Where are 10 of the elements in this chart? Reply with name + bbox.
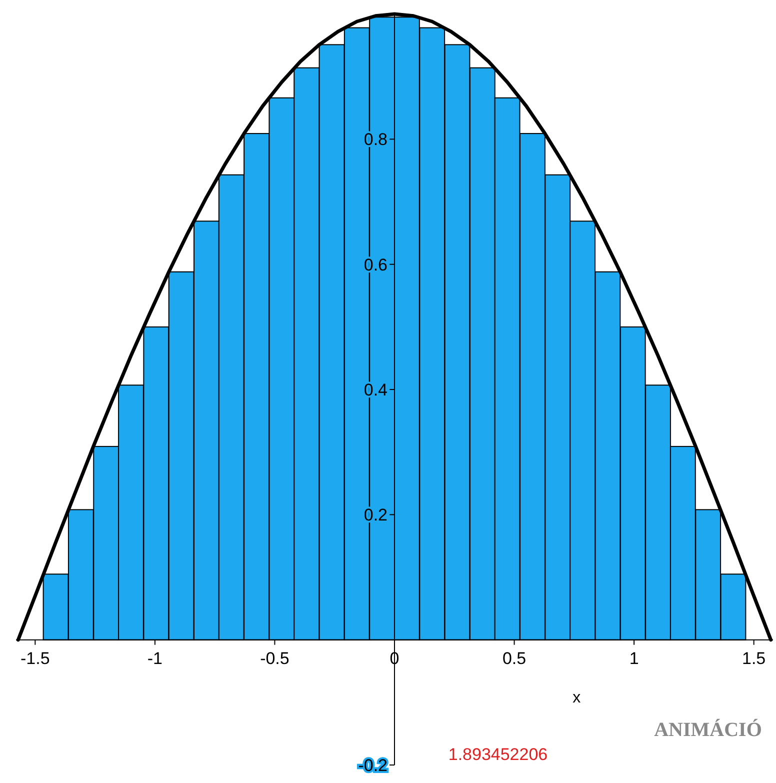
x-tick-label: -0.5 (260, 648, 290, 668)
x-tick-label: 1 (629, 648, 639, 668)
x-axis-title: x (572, 689, 581, 706)
x-tick-label: -1.5 (20, 648, 50, 668)
x-tick-label: 1.5 (742, 648, 766, 668)
x-tick-label: 0.5 (502, 648, 526, 668)
y-tick-label: -0.2 (358, 756, 388, 775)
annotation: ANIMÁCIÓ (654, 718, 762, 741)
x-tick-label: -1 (147, 648, 163, 668)
annotation: 1.893452206 (448, 745, 548, 764)
